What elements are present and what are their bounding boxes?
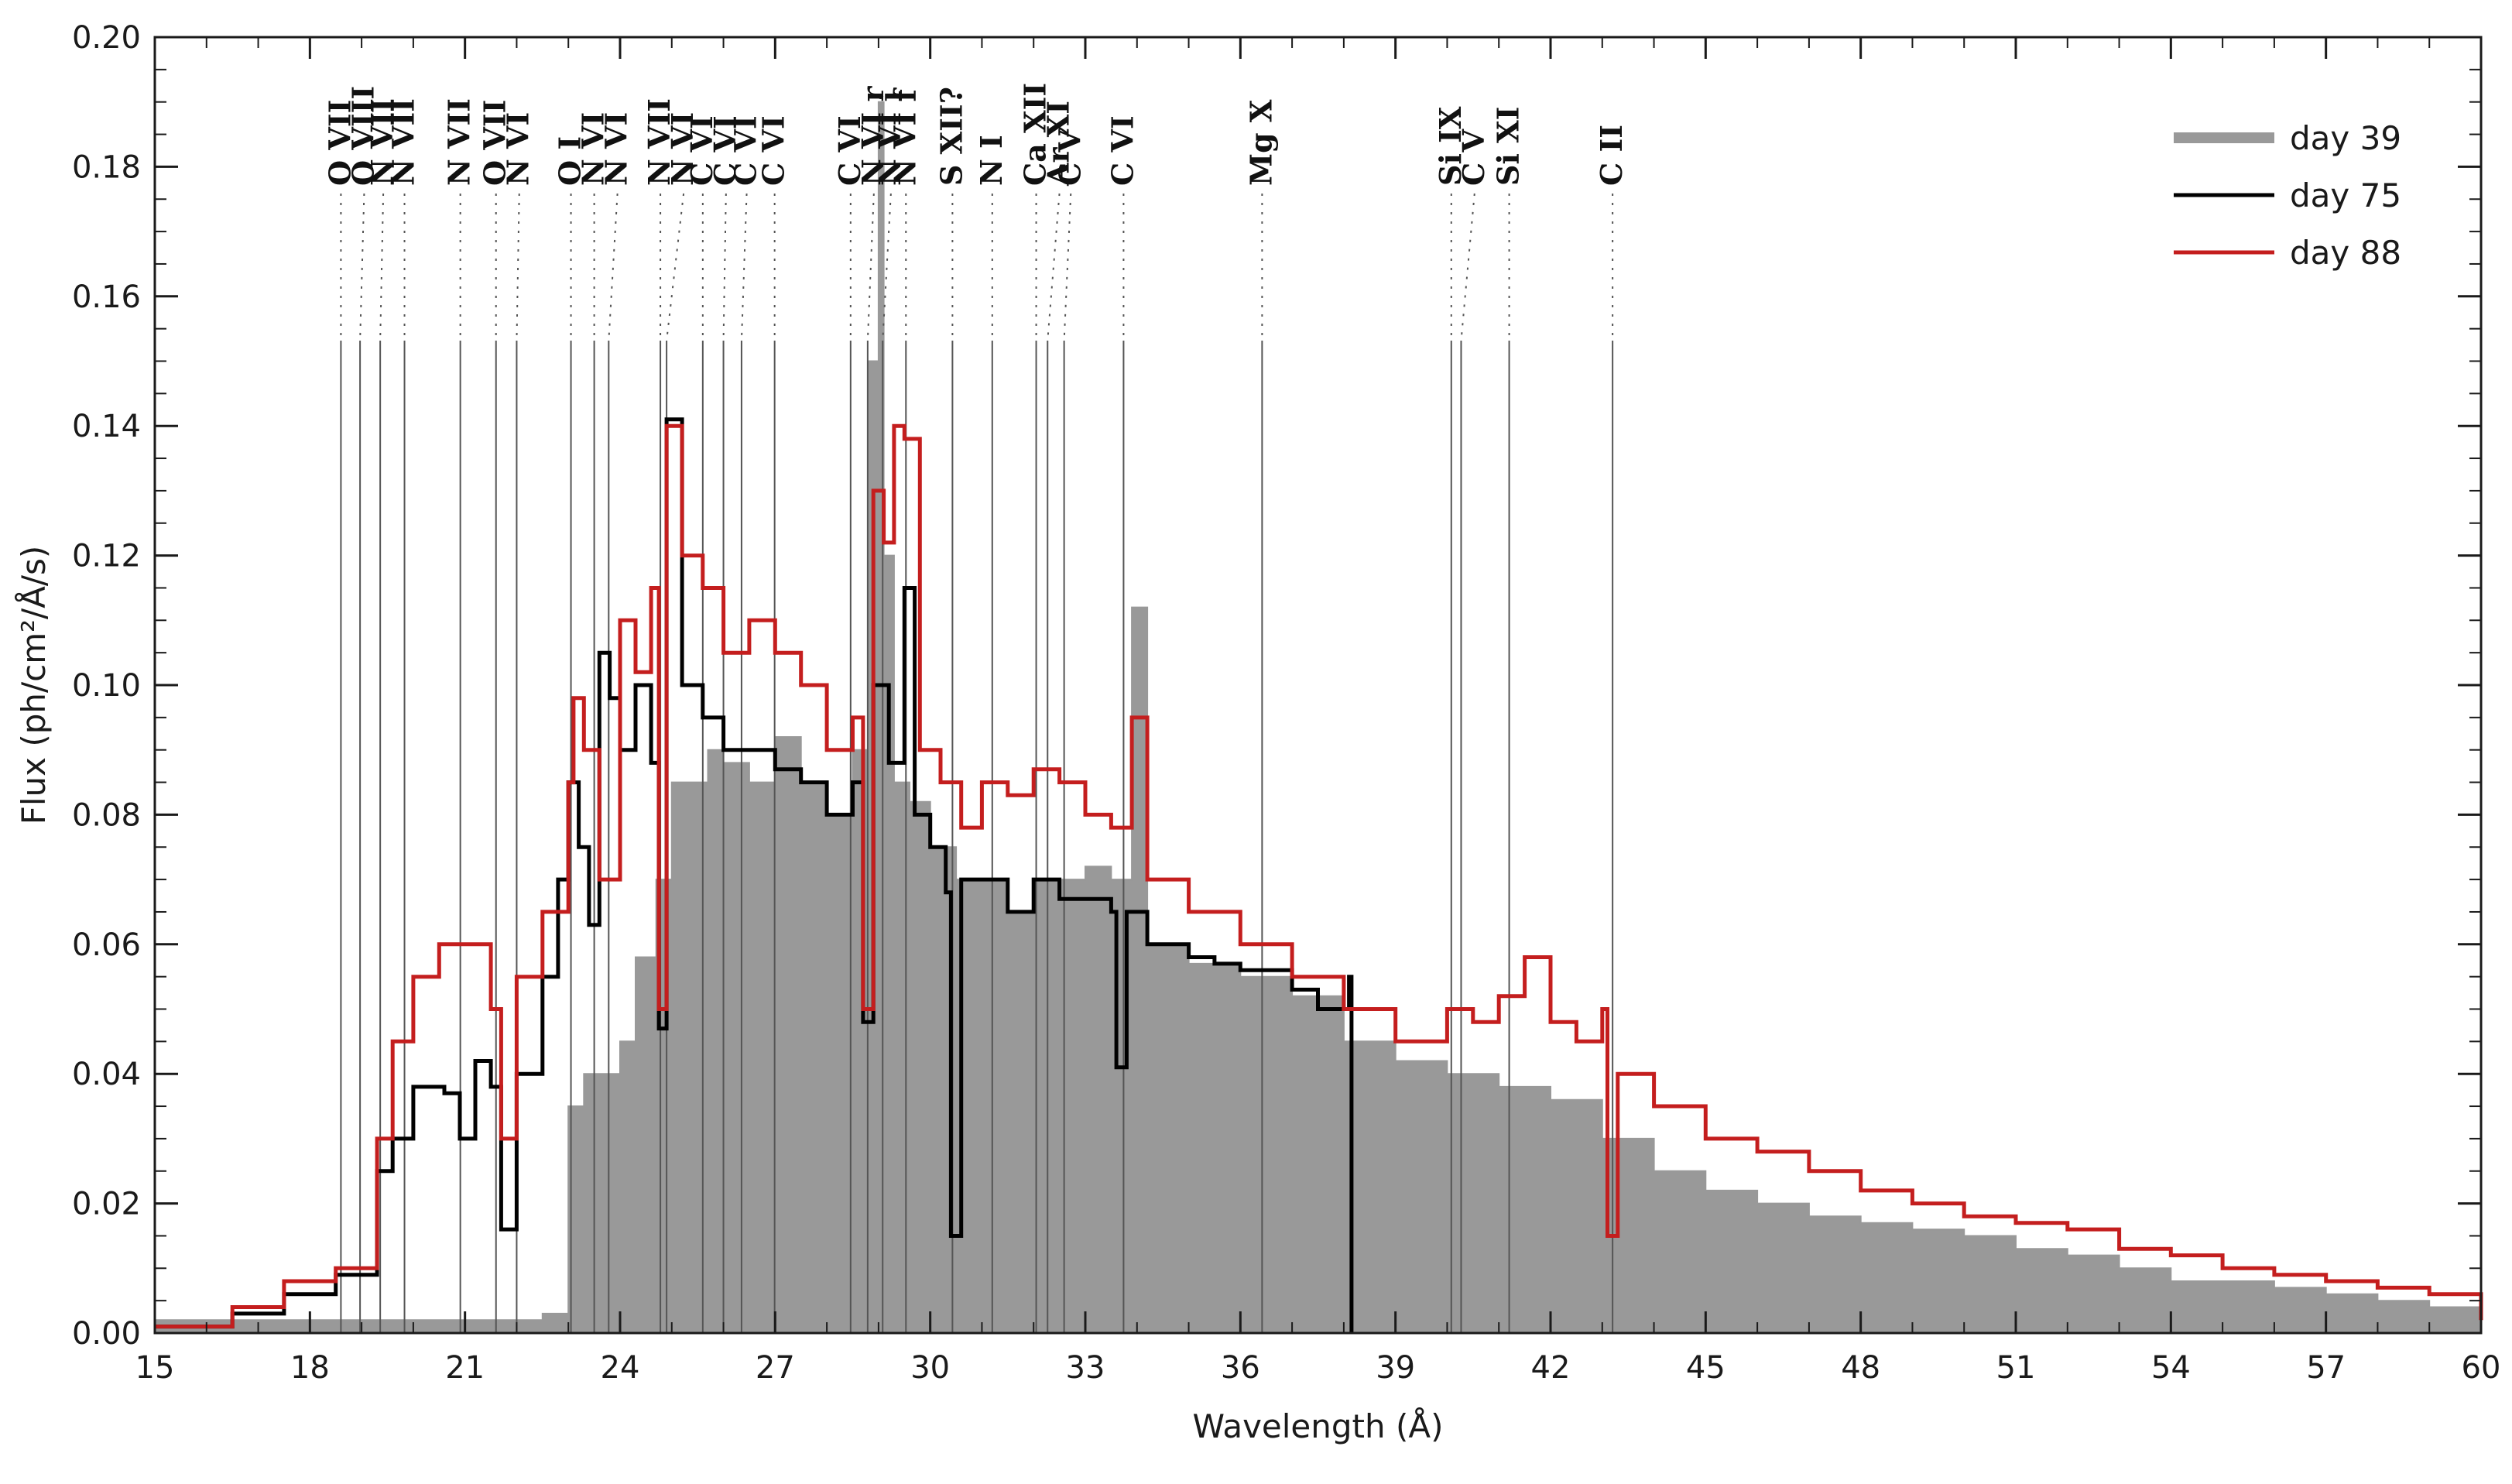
x-tick-label: 42 bbox=[1531, 1350, 1571, 1386]
marker-dotted-leader bbox=[359, 193, 365, 341]
marker-label: Mg X bbox=[1243, 99, 1278, 186]
legend: day 39 day 75 day 88 bbox=[2174, 119, 2401, 272]
marker-label: N VI bbox=[576, 112, 611, 186]
marker-label: C VI bbox=[728, 115, 763, 186]
series-day-88 bbox=[155, 423, 2483, 1329]
y-tick-label: 0.18 bbox=[72, 149, 141, 185]
x-tick-label: 18 bbox=[290, 1350, 330, 1386]
x-axis-title: Wavelength (Å) bbox=[1192, 1407, 1443, 1445]
marker-dotted-leader bbox=[866, 193, 875, 341]
series-day-88-line bbox=[155, 423, 2483, 1329]
marker-dotted-leader bbox=[722, 193, 727, 341]
y-axis-title: Flux (ph/cm²/Å/s) bbox=[14, 546, 53, 825]
marker-label: C II bbox=[1594, 125, 1629, 186]
marker-label: N VI bbox=[599, 112, 634, 186]
marker-dotted-leader bbox=[608, 193, 619, 341]
marker-label: C VI bbox=[684, 115, 719, 186]
x-tick-label: 21 bbox=[445, 1350, 485, 1386]
marker-label: O VIII bbox=[345, 86, 380, 186]
x-tick-label: 48 bbox=[1841, 1350, 1880, 1386]
marker-dotted-leader bbox=[1460, 193, 1475, 341]
y-tick-label: 0.02 bbox=[72, 1187, 141, 1222]
x-tick-label: 39 bbox=[1376, 1350, 1415, 1386]
x-tick-label: 45 bbox=[1686, 1350, 1726, 1386]
y-tick-label: 0.10 bbox=[72, 668, 141, 704]
y-tick-label: 0.00 bbox=[72, 1316, 141, 1352]
y-axis: 0.00 0.02 0.04 0.06 0.08 0.10 0.12 0.14 0.16 0.18… bbox=[72, 20, 2481, 1352]
legend-label: day 88 bbox=[2290, 234, 2401, 272]
legend-label: day 39 bbox=[2290, 119, 2401, 157]
x-tick-label: 54 bbox=[2151, 1350, 2191, 1386]
marker-dotted-leader bbox=[516, 193, 520, 341]
y-tick-label: 0.06 bbox=[72, 927, 141, 963]
marker-label: N VI bbox=[501, 112, 536, 186]
marker-label: N VII bbox=[365, 98, 399, 186]
marker-label: N VI i bbox=[872, 91, 907, 186]
series-day-75 bbox=[155, 417, 1354, 1333]
marker-label: S XII? bbox=[934, 87, 968, 186]
marker-label: N VI r bbox=[855, 86, 890, 186]
marker-label: O I bbox=[553, 136, 588, 186]
marker-label: N VII bbox=[442, 98, 477, 186]
marker-label: O VII bbox=[478, 100, 512, 186]
marker-dotted-leader bbox=[1063, 193, 1072, 341]
marker-label: O VII bbox=[322, 100, 357, 186]
marker-label: N VII bbox=[386, 98, 421, 186]
y-tick-label: 0.04 bbox=[72, 1057, 141, 1092]
y-tick-label: 0.20 bbox=[72, 20, 141, 56]
series-day-39-fill bbox=[154, 101, 2482, 1334]
marker-label: N I bbox=[974, 135, 1009, 186]
marker-dotted-leader bbox=[1047, 193, 1061, 341]
x-tick-label: 60 bbox=[2462, 1350, 2501, 1386]
x-tick-label: 36 bbox=[1221, 1350, 1260, 1386]
marker-label: N VI f bbox=[887, 87, 922, 186]
marker-dotted-leader bbox=[740, 193, 748, 341]
x-tick-label: 57 bbox=[2306, 1350, 2346, 1386]
marker-label: C VI bbox=[708, 115, 742, 186]
marker-label: N VI bbox=[665, 112, 700, 186]
y-tick-label: 0.08 bbox=[72, 797, 141, 833]
marker-label: C V bbox=[1052, 129, 1087, 186]
marker-label: C VI bbox=[756, 115, 791, 186]
marker-label: Ca XII bbox=[1018, 83, 1053, 186]
y-tick-label: 0.12 bbox=[72, 539, 141, 574]
marker-label: Ar XI bbox=[1041, 101, 1076, 187]
x-tick-label: 27 bbox=[756, 1350, 795, 1386]
marker-label: N VII bbox=[642, 98, 677, 186]
x-axis: 15 18 21 24 27 30 33 36 39 42 45 48 51 54 57 60 bbox=[135, 37, 2501, 1386]
marker-label: Si XI bbox=[1491, 107, 1526, 186]
marker-label: C VI bbox=[832, 115, 867, 186]
marker-dotted-leader bbox=[379, 193, 385, 341]
series-day-75-line bbox=[155, 417, 1354, 1333]
marker-dotted-leader bbox=[882, 193, 892, 341]
x-tick-label: 51 bbox=[1996, 1350, 2036, 1386]
x-tick-label: 15 bbox=[135, 1350, 175, 1386]
y-tick-label: 0.16 bbox=[72, 279, 141, 315]
marker-label: C VI bbox=[1105, 115, 1139, 186]
x-tick-label: 33 bbox=[1066, 1350, 1105, 1386]
y-tick-label: 0.14 bbox=[72, 409, 141, 444]
legend-label: day 75 bbox=[2290, 177, 2401, 214]
series-day-39 bbox=[154, 101, 2482, 1334]
marker-label: C V bbox=[1456, 129, 1491, 186]
x-tick-label: 30 bbox=[910, 1350, 950, 1386]
marker-label: Si IX bbox=[1433, 106, 1468, 186]
x-tick-label: 24 bbox=[601, 1350, 640, 1386]
